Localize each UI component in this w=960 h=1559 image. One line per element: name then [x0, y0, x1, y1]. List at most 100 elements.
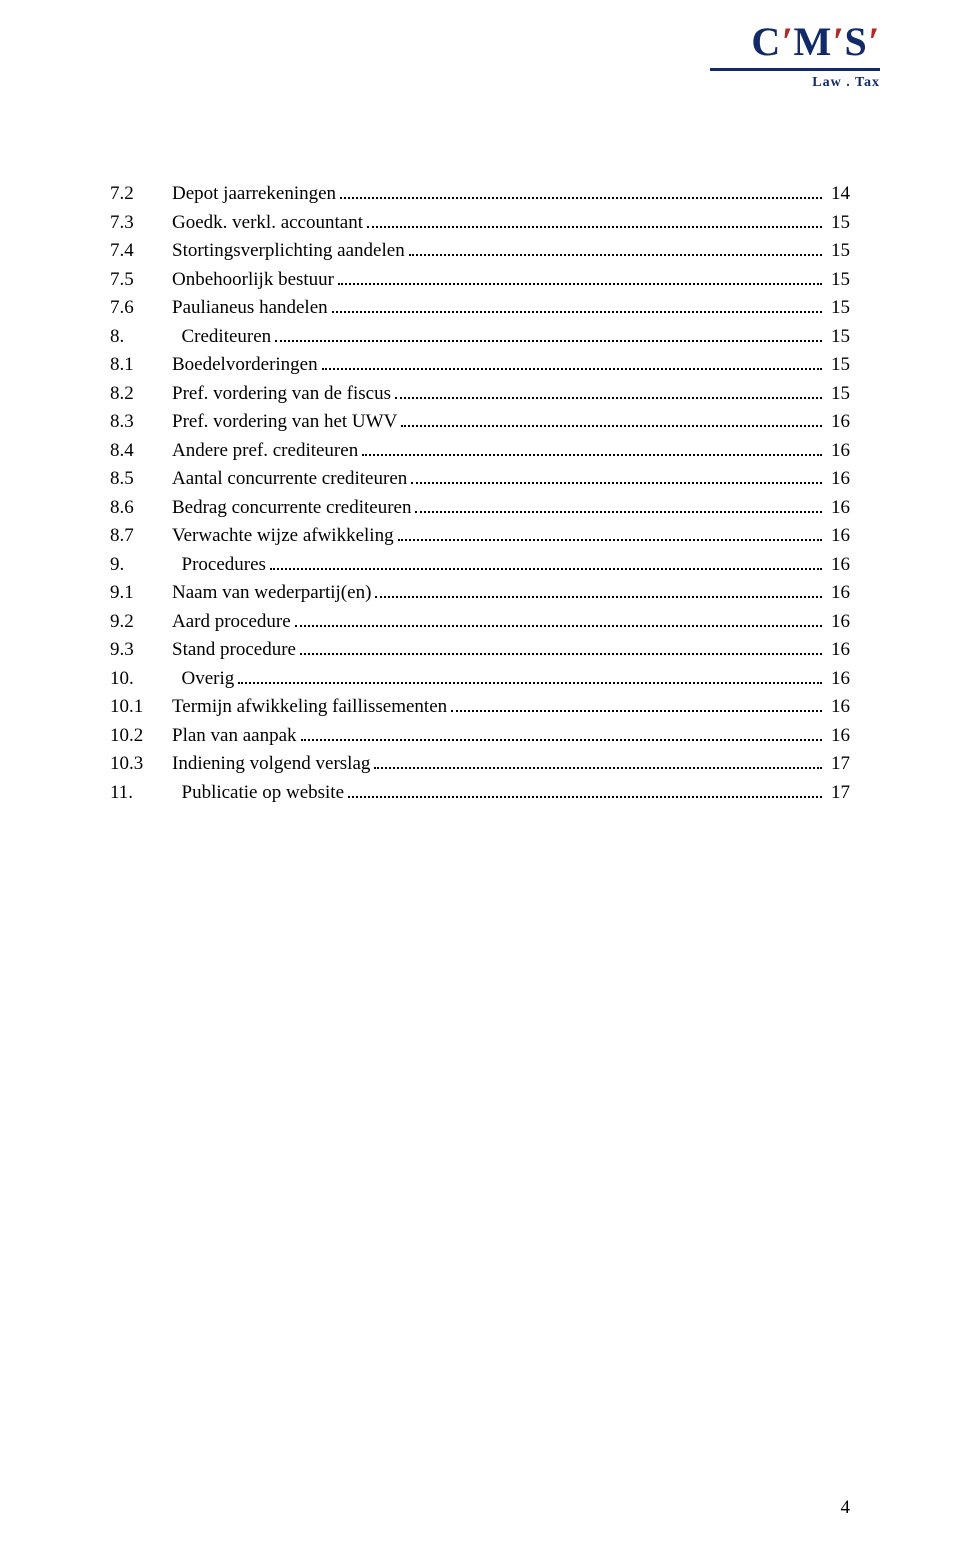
toc-entry-title: Depot jaarrekeningen — [172, 180, 336, 209]
logo-slash: ′ — [780, 19, 793, 64]
logo: C′M′S′ Law . Tax — [710, 22, 880, 91]
toc-entry: 8.4Andere pref. crediteuren 16 — [110, 437, 850, 466]
toc-leader-dots — [275, 323, 822, 341]
toc-entry-number: 8.4 — [110, 437, 172, 466]
toc-entry-page: 16 — [826, 465, 850, 494]
toc-leader-dots — [375, 580, 822, 598]
toc-entry: 7.6Paulianeus handelen 15 — [110, 294, 850, 323]
toc-leader-dots — [300, 637, 822, 655]
toc-entry-number: 7.2 — [110, 180, 172, 209]
toc-entry: 9. Procedures 16 — [110, 551, 850, 580]
toc-leader-dots — [395, 380, 822, 398]
toc-entry-title: Crediteuren — [172, 323, 271, 352]
toc-entry: 8. Crediteuren 15 — [110, 323, 850, 352]
toc-entry-number: 11. — [110, 779, 172, 808]
toc-entry-number: 8.3 — [110, 408, 172, 437]
toc-leader-dots — [301, 722, 823, 740]
toc-entry: 11. Publicatie op website 17 — [110, 779, 850, 808]
toc-entry-number: 8.2 — [110, 380, 172, 409]
toc-entry-title: Naam van wederpartij(en) — [172, 579, 371, 608]
toc-leader-dots — [238, 665, 822, 683]
toc-leader-dots — [322, 352, 823, 370]
toc-entry: 8.2Pref. vordering van de fiscus 15 — [110, 380, 850, 409]
toc-entry-page: 15 — [826, 294, 850, 323]
toc-entry-page: 14 — [826, 180, 850, 209]
toc-entry-title: Paulianeus handelen — [172, 294, 328, 323]
toc-entry: 10.3Indiening volgend verslag 17 — [110, 750, 850, 779]
logo-letter: M — [793, 19, 831, 64]
toc-leader-dots — [348, 779, 822, 797]
toc-leader-dots — [401, 409, 822, 427]
toc-entry-page: 16 — [826, 722, 850, 751]
toc-entry: 9.3Stand procedure 16 — [110, 636, 850, 665]
toc-entry: 9.1Naam van wederpartij(en) 16 — [110, 579, 850, 608]
toc-entry-page: 17 — [826, 779, 850, 808]
page: C′M′S′ Law . Tax 7.2Depot jaarrekeningen… — [0, 0, 960, 1559]
page-number: 4 — [841, 1497, 851, 1519]
toc-entry-title: Pref. vordering van het UWV — [172, 408, 397, 437]
toc-entry-page: 15 — [826, 266, 850, 295]
toc-entry-page: 16 — [826, 608, 850, 637]
toc-entry-title: Pref. vordering van de fiscus — [172, 380, 391, 409]
toc-entry-page: 15 — [826, 323, 850, 352]
toc-entry-page: 16 — [826, 636, 850, 665]
toc-entry-number: 10.1 — [110, 693, 172, 722]
toc-entry-number: 10.3 — [110, 750, 172, 779]
toc-entry-number: 9.3 — [110, 636, 172, 665]
toc-entry-title: Overig — [172, 665, 234, 694]
logo-wordmark: C′M′S′ — [710, 22, 880, 62]
toc-entry-title: Termijn afwikkeling faillissementen — [172, 693, 447, 722]
table-of-contents: 7.2Depot jaarrekeningen 147.3Goedk. verk… — [110, 180, 850, 807]
toc-leader-dots — [340, 181, 822, 199]
toc-entry: 7.2Depot jaarrekeningen 14 — [110, 180, 850, 209]
toc-entry-title: Publicatie op website — [172, 779, 344, 808]
toc-entry-title: Boedelvorderingen — [172, 351, 318, 380]
toc-entry-page: 15 — [826, 380, 850, 409]
toc-entry: 8.7Verwachte wijze afwikkeling 16 — [110, 522, 850, 551]
toc-entry-page: 16 — [826, 408, 850, 437]
toc-entry: 8.6Bedrag concurrente crediteuren 16 — [110, 494, 850, 523]
toc-entry-number: 8.7 — [110, 522, 172, 551]
toc-entry-number: 9.2 — [110, 608, 172, 637]
toc-entry-page: 16 — [826, 693, 850, 722]
toc-entry-number: 7.6 — [110, 294, 172, 323]
logo-letter: C — [751, 19, 780, 64]
toc-entry-title: Indiening volgend verslag — [172, 750, 370, 779]
toc-entry-title: Bedrag concurrente crediteuren — [172, 494, 411, 523]
toc-entry: 9.2Aard procedure 16 — [110, 608, 850, 637]
toc-leader-dots — [451, 694, 822, 712]
toc-leader-dots — [362, 437, 822, 455]
toc-entry-title: Aantal concurrente crediteuren — [172, 465, 407, 494]
toc-entry-title: Onbehoorlijk bestuur — [172, 266, 334, 295]
toc-entry: 10. Overig 16 — [110, 665, 850, 694]
toc-entry: 7.3Goedk. verkl. accountant 15 — [110, 209, 850, 238]
toc-leader-dots — [411, 466, 822, 484]
toc-entry-number: 7.3 — [110, 209, 172, 238]
toc-entry-number: 9.1 — [110, 579, 172, 608]
toc-entry-page: 15 — [826, 209, 850, 238]
toc-entry-title: Goedk. verkl. accountant — [172, 209, 363, 238]
toc-leader-dots — [338, 266, 822, 284]
toc-entry-number: 8.1 — [110, 351, 172, 380]
toc-entry-page: 15 — [826, 237, 850, 266]
toc-entry-title: Plan van aanpak — [172, 722, 297, 751]
toc-entry-page: 16 — [826, 579, 850, 608]
toc-entry-page: 15 — [826, 351, 850, 380]
toc-entry-page: 16 — [826, 665, 850, 694]
toc-entry-page: 16 — [826, 522, 850, 551]
toc-entry-page: 17 — [826, 750, 850, 779]
toc-entry-number: 10. — [110, 665, 172, 694]
toc-entry-number: 8. — [110, 323, 172, 352]
toc-entry-title: Verwachte wijze afwikkeling — [172, 522, 394, 551]
toc-leader-dots — [295, 608, 823, 626]
toc-entry-title: Stortingsverplichting aandelen — [172, 237, 405, 266]
toc-entry: 7.5Onbehoorlijk bestuur 15 — [110, 266, 850, 295]
logo-rule — [710, 68, 880, 71]
toc-entry: 8.3Pref. vordering van het UWV 16 — [110, 408, 850, 437]
toc-entry: 7.4Stortingsverplichting aandelen 15 — [110, 237, 850, 266]
toc-leader-dots — [332, 295, 823, 313]
toc-entry-title: Stand procedure — [172, 636, 296, 665]
toc-entry-page: 16 — [826, 494, 850, 523]
logo-slash: ′ — [831, 19, 844, 64]
toc-entry-number: 9. — [110, 551, 172, 580]
